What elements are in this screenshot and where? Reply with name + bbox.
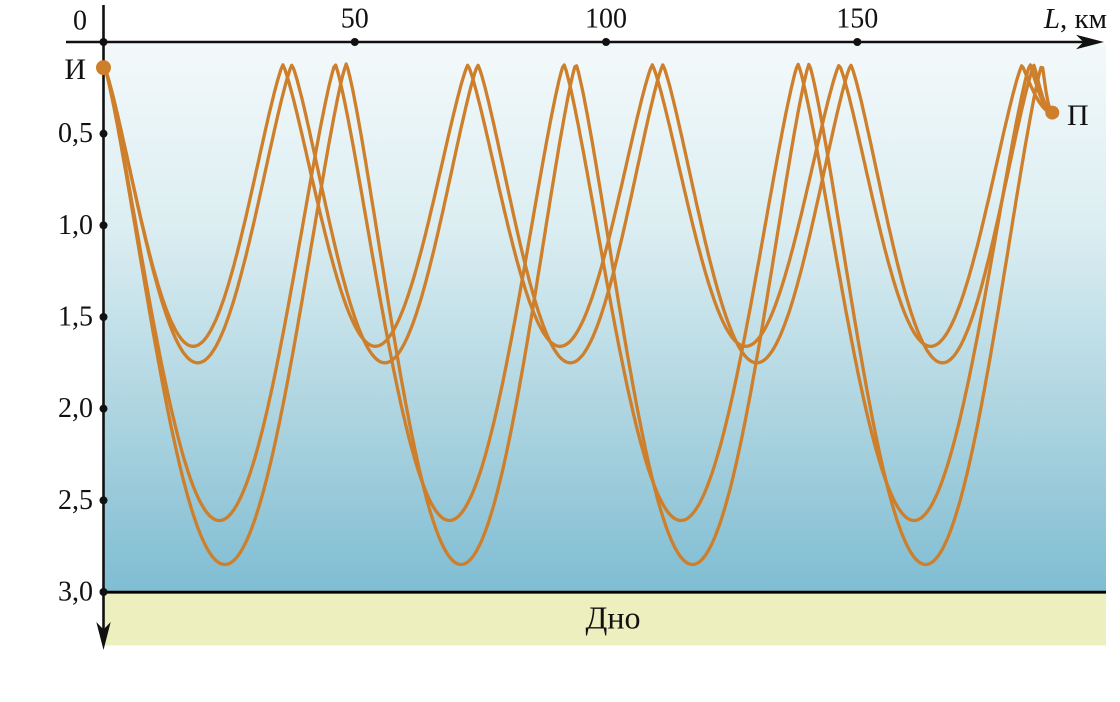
origin-tick-dot — [99, 38, 108, 46]
seafloor-band — [103, 593, 1106, 646]
y-tick-dot — [99, 129, 108, 138]
receiver-label: П — [1067, 99, 1089, 132]
axes — [66, 5, 1104, 650]
ray-path-steep-ray-2 — [103, 62, 1054, 567]
water-column — [103, 43, 1106, 593]
y-tick-dot — [99, 404, 108, 413]
y-tick-dot — [99, 312, 108, 321]
x-tick-dot — [853, 38, 862, 46]
y-tick-dot — [99, 221, 108, 230]
y-tick-label: 2,0 — [58, 393, 93, 424]
source-point — [96, 60, 111, 76]
x-axis-title: L, км — [1043, 3, 1107, 35]
receiver-point — [1045, 105, 1060, 120]
y-tick-dot — [99, 587, 108, 596]
x-tick-labels: 50 100 150 — [341, 3, 879, 34]
y-tick-label: 3,0 — [58, 576, 93, 607]
x-tick-label: 50 — [341, 3, 369, 34]
labels: 0 50 100 150 0,51,01,52,02,53,0 L, км И П … — [58, 3, 1107, 636]
y-axis-arrowhead — [96, 622, 111, 650]
seafloor-label: Дно — [586, 599, 641, 635]
x-axis-title-unit: , км — [1060, 3, 1107, 35]
y-tick-labels: 0,5 1,0 1,5 2,0 2,5 3,0 — [58, 118, 93, 607]
ray-path-steep-ray-1 — [103, 62, 1054, 523]
x-axis-title-symbol: L — [1043, 3, 1060, 35]
y-tick-label: 1,0 — [58, 210, 93, 241]
source-label: И — [64, 53, 86, 86]
x-tick-dot — [350, 38, 359, 46]
y-tick-label: 0,5 — [58, 118, 93, 149]
ray-paths — [103, 62, 1054, 567]
tick-dots — [99, 38, 862, 596]
ray-path-flat-ray-1 — [103, 63, 1054, 348]
y-tick-label: 2,5 — [58, 485, 93, 516]
x-tick-label: 100 — [585, 3, 627, 34]
y-tick-dot — [99, 496, 108, 505]
y-tick-label: 1,5 — [58, 301, 93, 332]
x-origin-label: 0 — [73, 5, 87, 36]
x-axis-arrowhead — [1076, 34, 1104, 50]
ray-path-flat-ray-2 — [103, 63, 1054, 365]
x-tick-label: 150 — [836, 3, 878, 34]
x-tick-dot — [602, 38, 611, 46]
